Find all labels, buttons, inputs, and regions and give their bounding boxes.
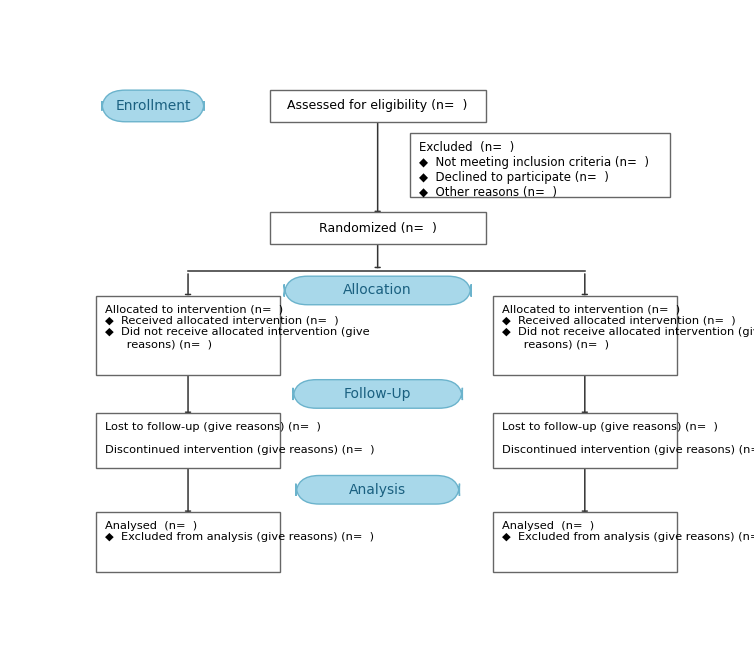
FancyBboxPatch shape bbox=[296, 475, 459, 504]
FancyBboxPatch shape bbox=[96, 512, 280, 573]
FancyBboxPatch shape bbox=[293, 380, 462, 408]
Text: Assessed for eligibility (n=  ): Assessed for eligibility (n= ) bbox=[287, 99, 467, 113]
FancyBboxPatch shape bbox=[410, 133, 670, 197]
Text: Follow-Up: Follow-Up bbox=[344, 387, 412, 401]
Text: Analysed  (n=  )
◆  Excluded from analysis (give reasons) (n=  ): Analysed (n= ) ◆ Excluded from analysis … bbox=[105, 521, 374, 542]
FancyBboxPatch shape bbox=[270, 213, 486, 244]
FancyBboxPatch shape bbox=[270, 90, 486, 122]
Text: Enrollment: Enrollment bbox=[115, 99, 191, 113]
FancyBboxPatch shape bbox=[493, 413, 677, 469]
Text: Lost to follow-up (give reasons) (n=  )

Discontinued intervention (give reasons: Lost to follow-up (give reasons) (n= ) D… bbox=[501, 422, 754, 455]
Text: Allocated to intervention (n=  )
◆  Received allocated intervention (n=  )
◆  Di: Allocated to intervention (n= ) ◆ Receiv… bbox=[105, 305, 369, 349]
FancyBboxPatch shape bbox=[102, 90, 204, 122]
FancyBboxPatch shape bbox=[493, 512, 677, 573]
Text: Allocation: Allocation bbox=[343, 283, 412, 297]
FancyBboxPatch shape bbox=[284, 276, 471, 305]
FancyBboxPatch shape bbox=[96, 413, 280, 469]
Text: Randomized (n=  ): Randomized (n= ) bbox=[319, 222, 437, 235]
Text: Allocated to intervention (n=  )
◆  Received allocated intervention (n=  )
◆  Di: Allocated to intervention (n= ) ◆ Receiv… bbox=[501, 305, 754, 349]
Text: Analysed  (n=  )
◆  Excluded from analysis (give reasons) (n=  ): Analysed (n= ) ◆ Excluded from analysis … bbox=[501, 521, 754, 542]
Text: Excluded  (n=  )
◆  Not meeting inclusion criteria (n=  )
◆  Declined to partici: Excluded (n= ) ◆ Not meeting inclusion c… bbox=[418, 140, 648, 199]
FancyBboxPatch shape bbox=[493, 295, 677, 375]
FancyBboxPatch shape bbox=[96, 295, 280, 375]
Text: Analysis: Analysis bbox=[349, 483, 406, 496]
Text: Lost to follow-up (give reasons) (n=  )

Discontinued intervention (give reasons: Lost to follow-up (give reasons) (n= ) D… bbox=[105, 422, 374, 455]
